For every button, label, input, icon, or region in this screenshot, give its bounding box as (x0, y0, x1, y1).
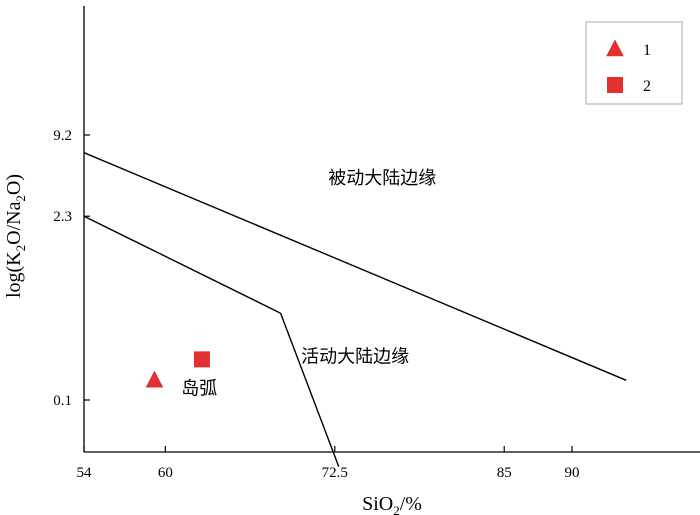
region-label: 岛弧 (181, 378, 217, 399)
legend-marker-1 (606, 39, 624, 57)
y-axis-label: log(K2O/Na2O) (3, 174, 28, 298)
active-margin-lower-boundary (279, 312, 340, 468)
legend: 12 (585, 21, 683, 105)
active-margin-upper-boundary (83, 215, 281, 314)
x-tick-label: 72.5 (322, 465, 348, 481)
region-label: 活动大陆边缘 (301, 346, 409, 367)
data-point-series-1 (145, 370, 164, 388)
region-label: 被动大陆边缘 (328, 168, 436, 189)
legend-label: 2 (643, 78, 651, 95)
x-tick-label: 60 (158, 465, 173, 481)
data-points (145, 351, 210, 388)
data-point-series-2 (193, 351, 210, 368)
legend-marker-2 (607, 77, 623, 93)
passive-margin-boundary (83, 152, 627, 381)
y-tick-label: 100 (50, 0, 73, 4)
x-tick-label: 54 (77, 465, 93, 481)
legend-items: 12 (606, 39, 651, 95)
x-tick-label: 85 (497, 465, 512, 481)
legend-box (585, 21, 683, 105)
region-boundaries (83, 152, 627, 468)
x-tick-label: 90 (565, 465, 580, 481)
legend-label: 1 (643, 42, 651, 59)
y-tick-label: 2.3 (53, 209, 72, 225)
x-axis-label: SiO2/% (362, 493, 422, 515)
x-axis-ticks: 54 60 72.5 85 90 (77, 446, 580, 481)
y-tick-label: 0.1 (53, 393, 72, 409)
y-axis-ticks: 100 9.2 2.3 0.1 (50, 0, 90, 409)
y-tick-label: 9.2 (53, 128, 72, 144)
